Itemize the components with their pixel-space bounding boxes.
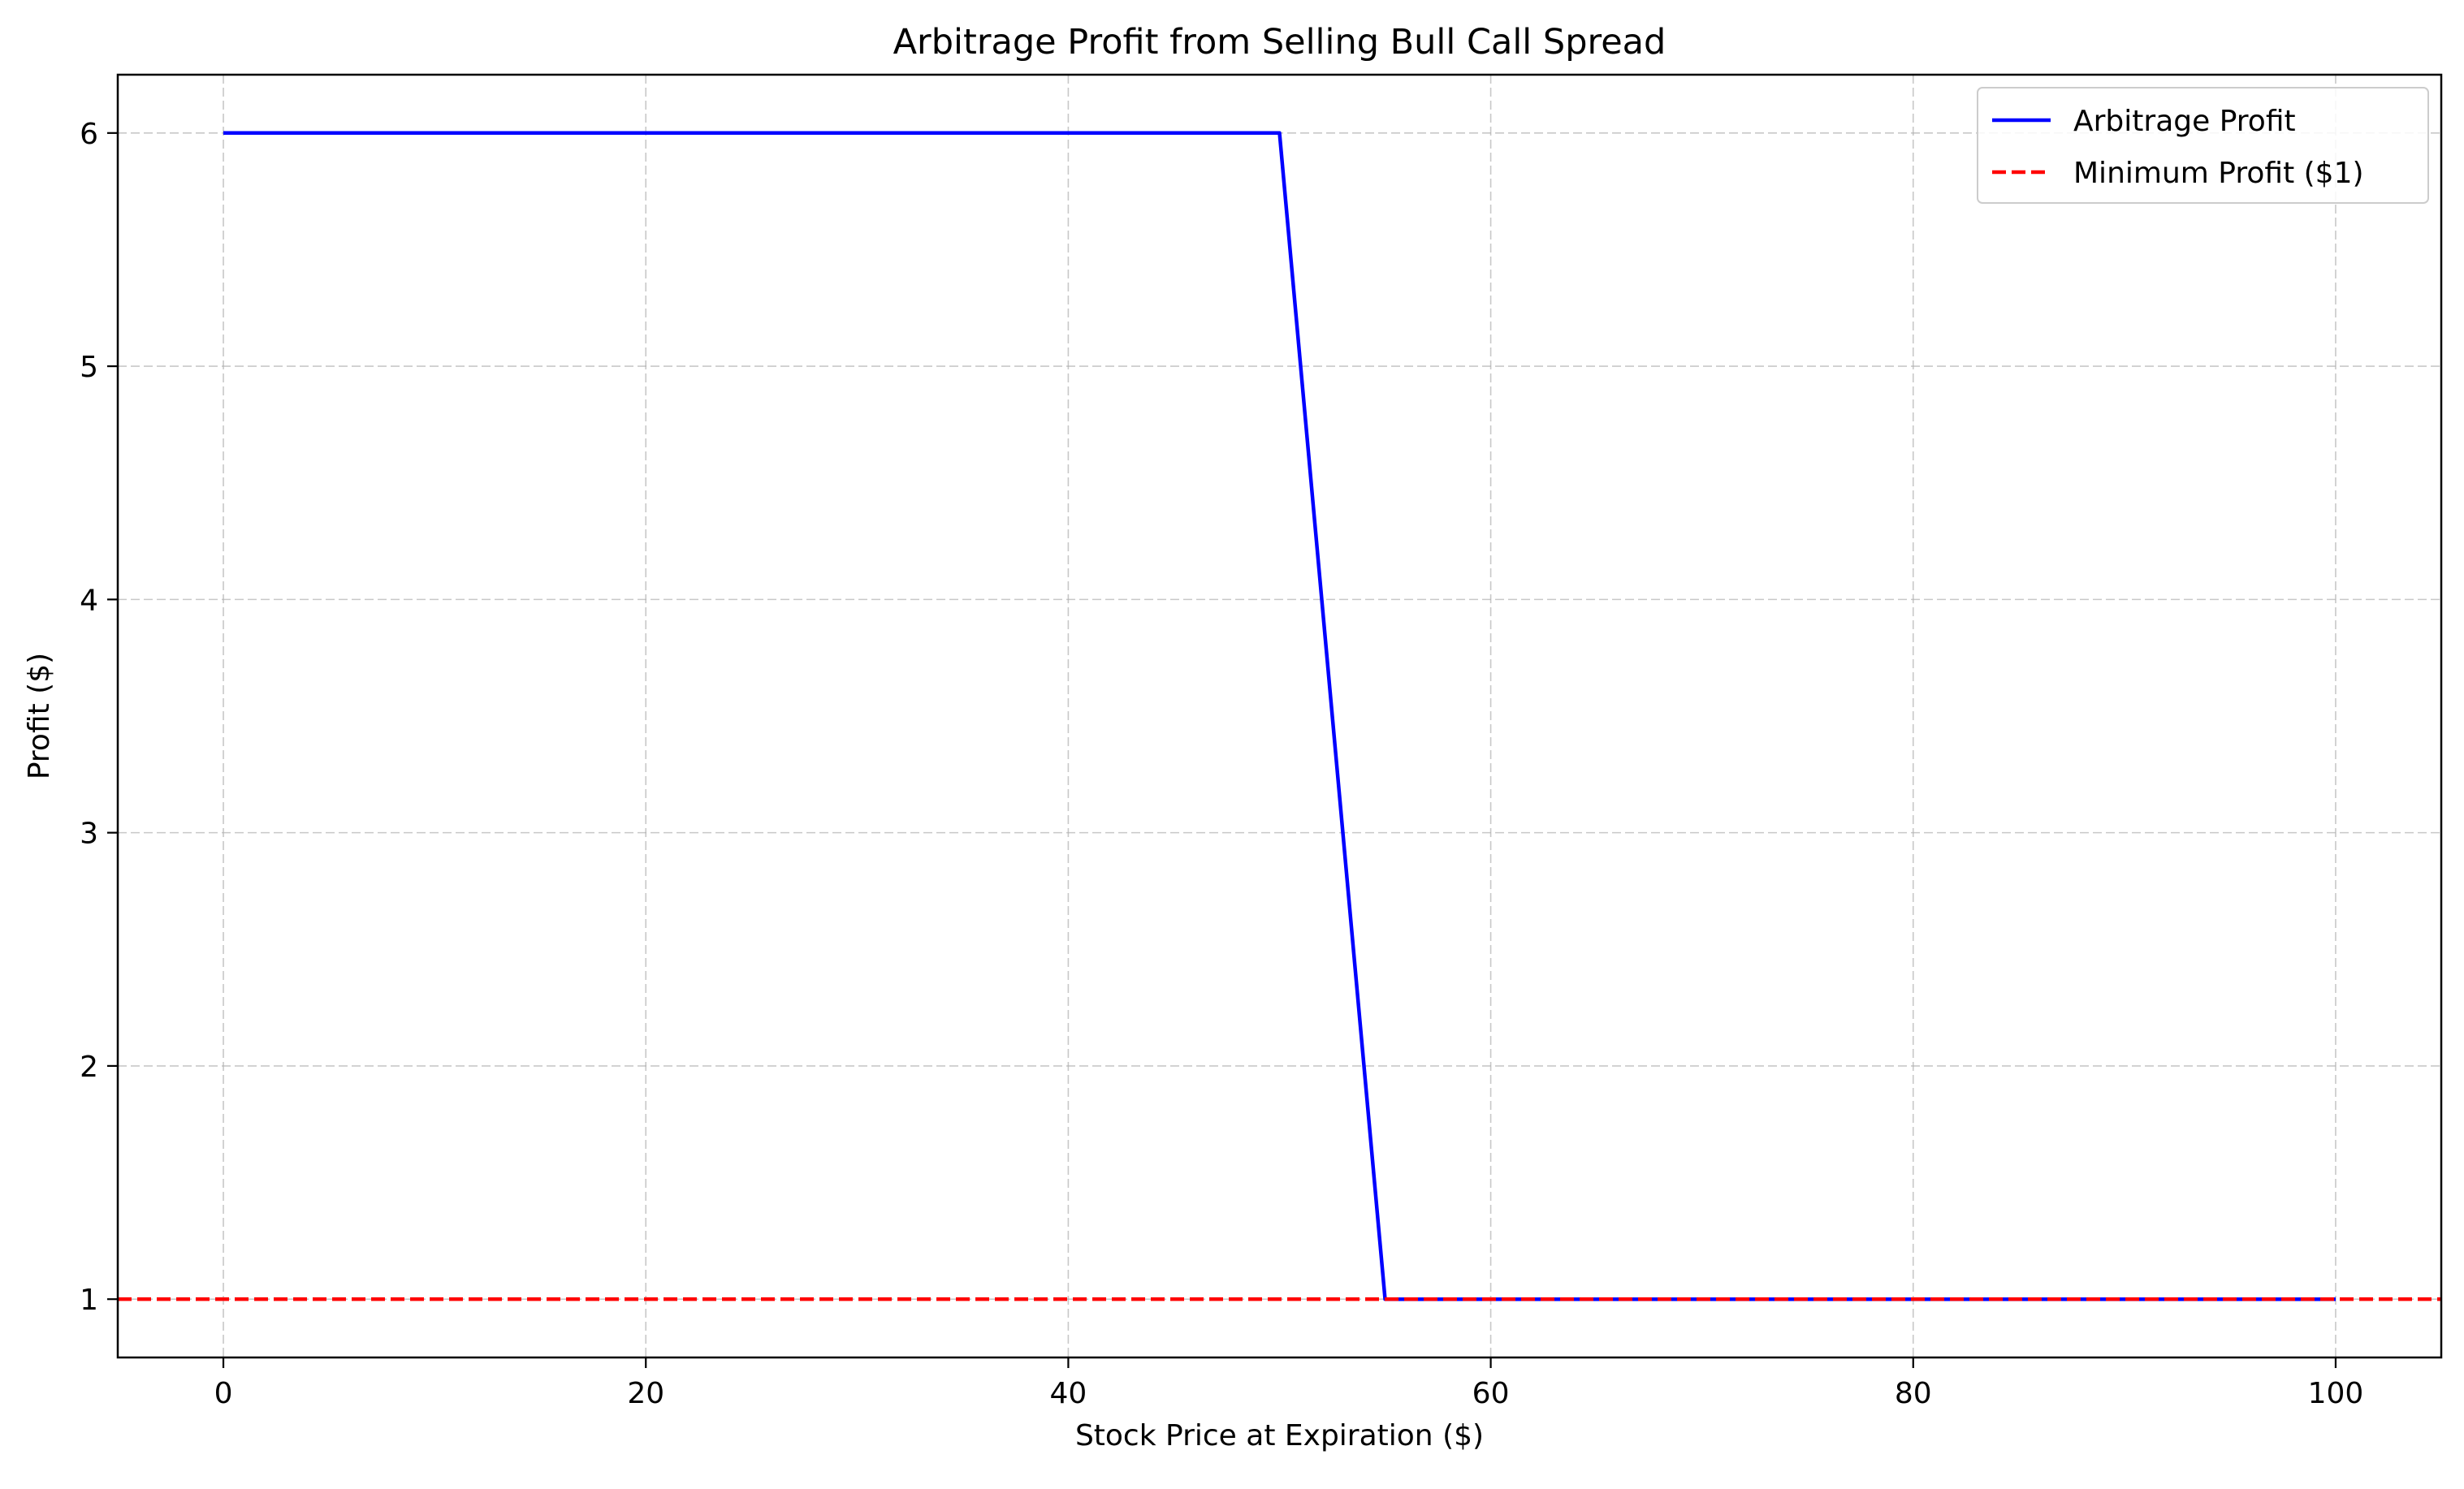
legend: Arbitrage Profit Minimum Profit ($1) bbox=[1977, 87, 2429, 204]
x-tick-label: 80 bbox=[1895, 1377, 1932, 1410]
y-tick-label: 4 bbox=[80, 584, 98, 617]
y-tick-label: 6 bbox=[80, 118, 98, 151]
legend-label-minimum-profit: Minimum Profit ($1) bbox=[2073, 157, 2364, 190]
legend-box bbox=[1977, 87, 2429, 204]
x-axis-label: Stock Price at Expiration ($) bbox=[1075, 1419, 1484, 1452]
y-axis-label: Profit ($) bbox=[23, 653, 56, 779]
x-tick-label: 40 bbox=[1050, 1377, 1087, 1410]
chart-title: Arbitrage Profit from Selling Bull Call … bbox=[893, 22, 1666, 63]
y-tick-label: 3 bbox=[80, 818, 98, 851]
y-tick-label: 2 bbox=[80, 1051, 98, 1084]
x-tick-label: 20 bbox=[627, 1377, 664, 1410]
x-tick-label: 100 bbox=[2308, 1377, 2364, 1410]
ticks: 0 20 40 60 80 100 1 2 3 4 5 6 bbox=[80, 118, 2363, 1410]
y-tick-label: 5 bbox=[80, 351, 98, 384]
series-layer bbox=[118, 131, 2441, 1301]
legend-label-arbitrage-profit: Arbitrage Profit bbox=[2073, 105, 2296, 138]
y-tick-label: 1 bbox=[80, 1284, 98, 1317]
plot-frame bbox=[116, 73, 2443, 1359]
x-tick-label: 60 bbox=[1472, 1377, 1510, 1410]
x-tick-label: 0 bbox=[214, 1377, 233, 1410]
